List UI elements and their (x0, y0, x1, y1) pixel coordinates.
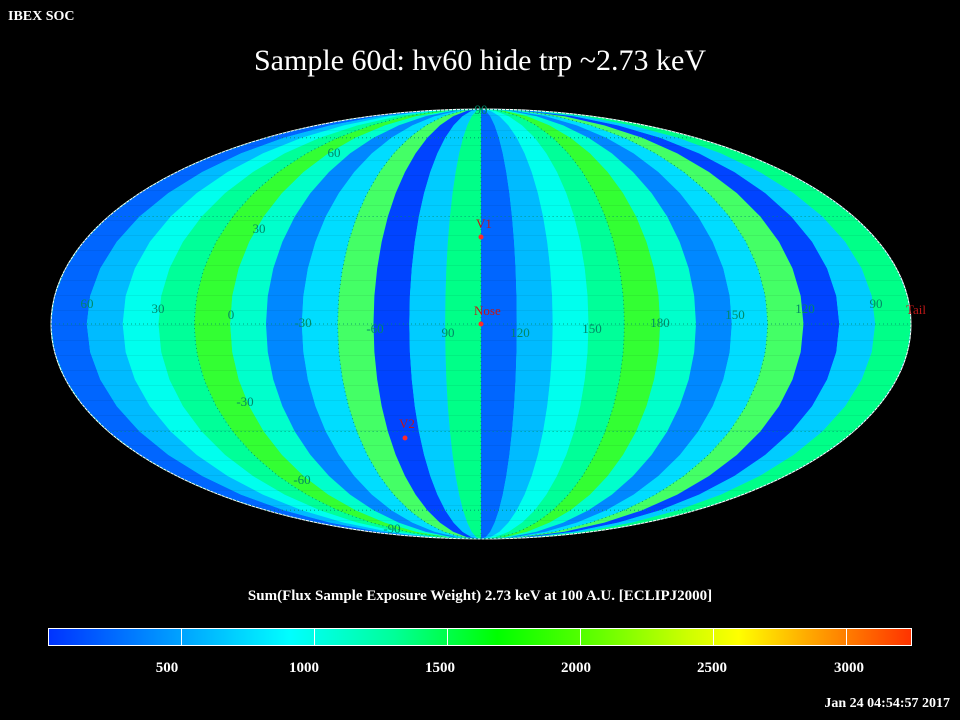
map-grid (50, 108, 912, 540)
lat-label: -30 (236, 394, 253, 409)
tile-row (51, 265, 911, 266)
lon-label: 180 (650, 315, 670, 330)
colorbar-tick-label: 1000 (289, 660, 319, 676)
tile-row (51, 115, 911, 116)
lat-label: 30 (253, 221, 266, 236)
lat-label: -60 (293, 472, 310, 487)
tile-row (51, 310, 911, 311)
flux-band (301, 109, 481, 539)
colorbar (48, 628, 912, 646)
graticule-line (480, 108, 625, 540)
v1-marker (478, 234, 484, 240)
lon-label: -60 (366, 321, 383, 336)
colorbar-tick (181, 629, 182, 645)
lon-label: 150 (582, 321, 602, 336)
tile-row (51, 415, 911, 416)
v2-label: V2 (399, 416, 415, 431)
tile-row (51, 460, 911, 461)
colorbar-tick (580, 629, 581, 645)
colorbar-tick (314, 629, 315, 645)
lon-label: 90 (870, 296, 883, 311)
tile-row (51, 475, 911, 476)
colorbar-title: Sum(Flux Sample Exposure Weight) 2.73 ke… (247, 588, 713, 604)
org-label: IBEX SOC (8, 9, 75, 24)
graticule-line (480, 108, 769, 540)
flux-band (481, 109, 625, 539)
v1-label: V1 (476, 216, 492, 231)
tile-row (40, 100, 920, 101)
tile-row (51, 430, 911, 431)
lat-label: -90 (383, 521, 400, 536)
lon-label: 0 (228, 307, 235, 322)
tile-row (51, 340, 911, 341)
lon-label: 120 (510, 325, 530, 340)
flux-band (481, 109, 553, 539)
tile-row (51, 280, 911, 281)
lat-label: 60 (328, 145, 341, 160)
flux-band (481, 109, 661, 539)
tile-row (51, 520, 911, 521)
graticule-line (480, 108, 912, 540)
map-markers: V1 Nose V2 Tail (399, 216, 926, 441)
lon-label: 150 (725, 307, 745, 322)
lon-label: 30 (152, 301, 165, 316)
colorbar-tick (846, 629, 847, 645)
flux-band (373, 109, 481, 539)
colorbar-tick-label: 1500 (425, 660, 455, 676)
flux-band (409, 109, 481, 539)
graticule-line (193, 108, 482, 540)
grid-labels: 90 60 30 -30 -60 -90 60 30 0 -30 -60 90 … (81, 102, 883, 536)
colorbar-tick (447, 629, 448, 645)
colorbar-tick-label: 2000 (561, 660, 591, 676)
nose-label: Nose (474, 303, 501, 318)
sky-map[interactable]: 90 60 30 -30 -60 -90 60 30 0 -30 -60 90 … (0, 0, 960, 580)
colorbar-tick-label: 2500 (697, 660, 727, 676)
tile-row (51, 370, 911, 371)
tile-row (51, 295, 911, 296)
tail-label: Tail (906, 302, 926, 317)
flux-band (481, 109, 696, 539)
timestamp: Jan 24 04:54:57 2017 (824, 696, 950, 711)
flux-band (481, 109, 589, 539)
tile-row (51, 385, 911, 386)
nose-marker (478, 321, 484, 327)
lon-label: -30 (294, 315, 311, 330)
tile-row (51, 400, 911, 401)
flux-band (481, 109, 517, 539)
lon-label: 90 (442, 325, 455, 340)
tile-row (51, 505, 911, 506)
lat-label: 90 (475, 102, 488, 117)
lon-label: 120 (795, 301, 815, 316)
colorbar-tick-label: 3000 (834, 660, 864, 676)
graticule-line (337, 108, 482, 540)
tile-row (51, 250, 911, 251)
colorbar-tick (713, 629, 714, 645)
tile-row (51, 220, 911, 221)
tile-row (51, 535, 911, 536)
tile-row (51, 490, 911, 491)
tile-row (51, 175, 911, 176)
tile-row (51, 445, 911, 446)
tile-row (51, 190, 911, 191)
tile-row (51, 145, 911, 146)
tile-row (51, 355, 911, 356)
colorbar-tick-label: 500 (155, 660, 179, 676)
v2-marker (402, 435, 408, 441)
tile-row (51, 160, 911, 161)
lon-label: 60 (81, 296, 94, 311)
tile-row (51, 205, 911, 206)
map-title: Sample 60d: hv60 hide trp ~2.73 keV (253, 44, 706, 77)
flux-band (266, 109, 481, 539)
tile-row (51, 130, 911, 131)
